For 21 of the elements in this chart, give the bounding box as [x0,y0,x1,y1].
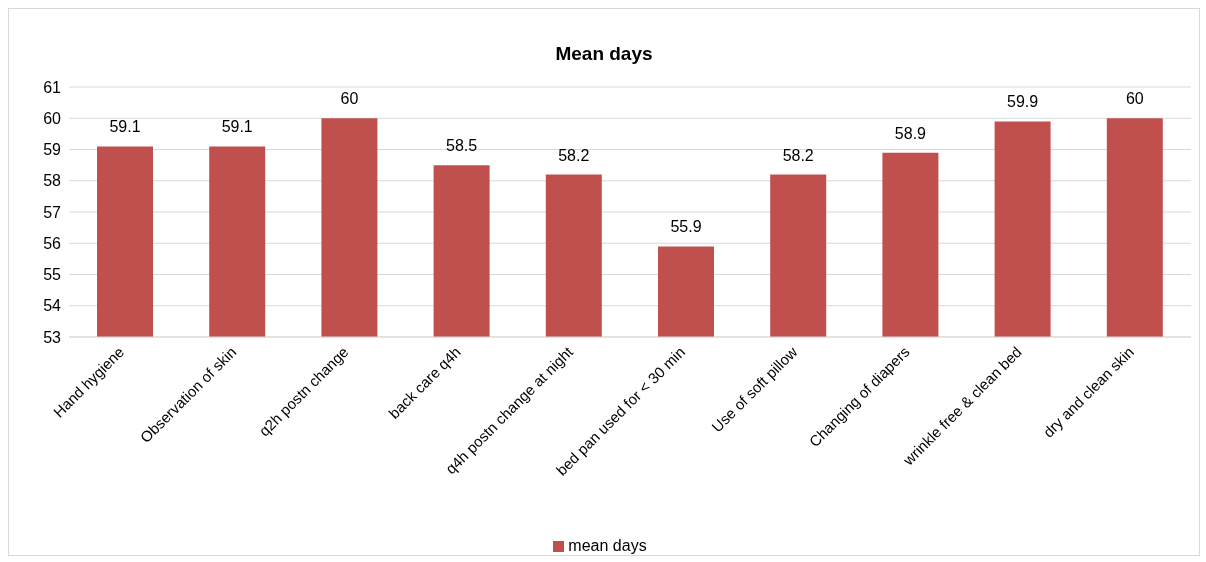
data-label: 58.2 [782,146,814,164]
data-label: 58.5 [446,137,478,155]
data-label: 59.1 [221,118,253,136]
data-label: 58.2 [558,146,590,164]
data-label: 60 [340,90,359,108]
data-label: 59.9 [1007,93,1039,111]
y-tick-label: 56 [43,234,62,252]
data-label: 58.9 [894,124,927,142]
y-tick-label: 60 [43,109,62,127]
y-tick-label: 58 [43,172,62,190]
y-tick-label: 54 [43,297,62,315]
data-label: 60 [1125,90,1144,108]
y-tick-label: 55 [43,266,62,284]
y-tick-label: 53 [43,328,62,346]
legend-label: mean days [568,537,647,554]
chart-title: Mean days [554,43,654,65]
y-tick-label: 57 [43,203,62,221]
y-tick-label: 61 [43,78,62,96]
y-tick-label: 59 [43,141,62,159]
data-label: 59.1 [109,118,141,136]
data-label: 55.9 [670,218,702,236]
